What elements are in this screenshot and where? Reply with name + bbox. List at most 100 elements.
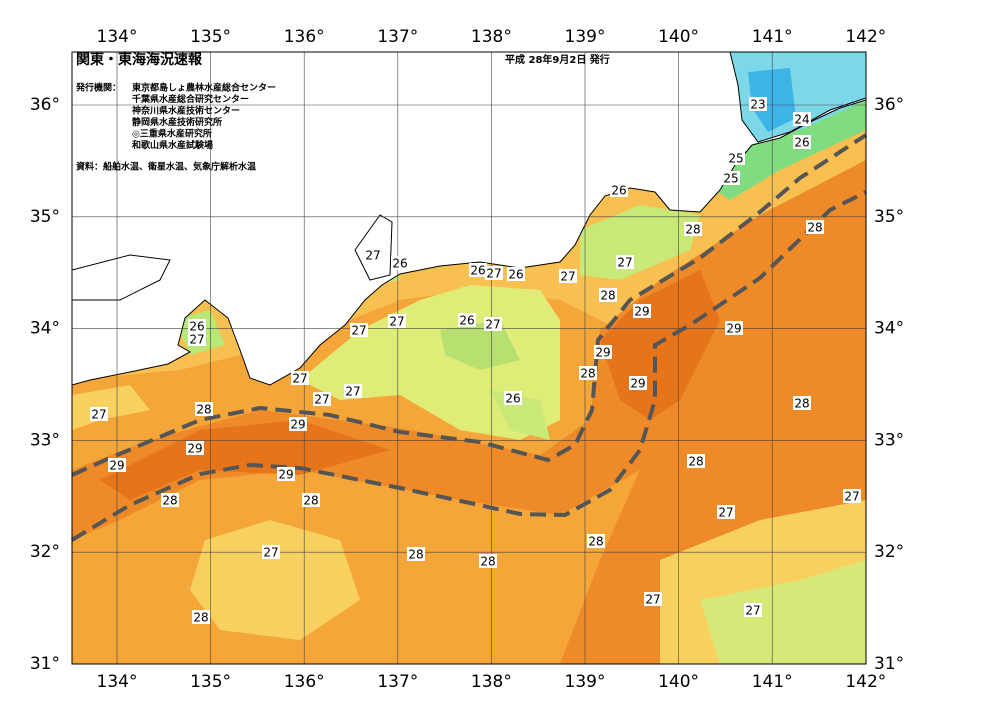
isotherm-label: 26 xyxy=(189,320,204,334)
isotherm-label: 27 xyxy=(645,593,660,607)
label-bg xyxy=(344,384,362,398)
isotherm-label: 28 xyxy=(685,223,700,237)
label-bg xyxy=(407,547,425,561)
label-bg xyxy=(388,314,406,328)
isotherm-label: 29 xyxy=(278,468,293,482)
isotherm-label: 26 xyxy=(505,392,520,406)
isotherm-label: 26 xyxy=(392,257,407,271)
isotherm-label: 27 xyxy=(844,490,859,504)
issuers-label: 発行機関： xyxy=(75,82,121,94)
issuer: 千葉県水産総合研究センター xyxy=(132,93,249,105)
lon-label: 142° xyxy=(845,27,886,47)
isotherm-label: 27 xyxy=(617,256,632,270)
label-bg xyxy=(843,489,861,503)
isotherm-label: 26 xyxy=(459,314,474,328)
peninsula xyxy=(354,214,393,281)
label-bg xyxy=(484,317,502,331)
label-bg xyxy=(302,493,320,507)
isotherm-label: 25 xyxy=(728,152,743,166)
isotherm-label: 29 xyxy=(630,377,645,391)
label-bg xyxy=(644,592,662,606)
label-bg xyxy=(594,345,612,359)
label-bg xyxy=(188,332,206,346)
isotherm-label: 25 xyxy=(723,172,738,186)
lat-label: 33° xyxy=(874,430,904,450)
frame xyxy=(71,51,867,665)
lon-label: 139° xyxy=(565,27,606,47)
lat-label: 32° xyxy=(874,542,904,562)
lon-label: 136° xyxy=(284,27,325,47)
isotherm-label: 27 xyxy=(189,333,204,347)
label-bg xyxy=(188,319,206,333)
label-bg xyxy=(504,391,522,405)
label-bg xyxy=(291,371,309,385)
lon-label: 140° xyxy=(658,672,699,692)
label-bg xyxy=(90,407,108,421)
isotherm-label: 27 xyxy=(345,385,360,399)
isotherm-label: 28 xyxy=(807,221,822,235)
isotherm-label: 29 xyxy=(726,322,741,336)
isotherm-label: 27 xyxy=(314,393,329,407)
label-bg xyxy=(717,505,735,519)
label-bg xyxy=(579,366,597,380)
isotherm-label: 27 xyxy=(365,249,380,263)
lat-label: 34° xyxy=(30,319,60,339)
isotherm-label: 27 xyxy=(389,315,404,329)
isotherm-label: 29 xyxy=(595,346,610,360)
isotherm-label: 24 xyxy=(794,113,809,127)
lon-label: 141° xyxy=(752,27,793,47)
lat-label: 35° xyxy=(874,207,904,227)
label-bg xyxy=(108,458,126,472)
isotherm-label: 28 xyxy=(408,548,423,562)
lat-label: 36° xyxy=(30,95,60,115)
label-bg xyxy=(727,151,745,165)
label-bg xyxy=(192,610,210,624)
label-bg xyxy=(479,554,497,568)
isotherm-label: 26 xyxy=(794,136,809,150)
label-bg xyxy=(722,171,740,185)
isotherm-label: 26 xyxy=(470,264,485,278)
isotherm-label: 28 xyxy=(480,555,495,569)
label-bg xyxy=(262,545,280,559)
isotherm-label: 29 xyxy=(290,418,305,432)
issuer: 静岡県水産技術研究所 xyxy=(132,116,222,128)
lon-label: 142° xyxy=(845,672,886,692)
isotherm-label: 28 xyxy=(600,289,615,303)
isotherm-label: 27 xyxy=(560,270,575,284)
lon-label: 135° xyxy=(190,27,231,47)
label-bg xyxy=(684,222,702,236)
label-bg xyxy=(161,493,179,507)
label-bg xyxy=(610,183,628,197)
label-bg xyxy=(629,376,647,390)
lat-label: 31° xyxy=(30,654,60,674)
label-bg xyxy=(633,304,651,318)
isotherm-label: 27 xyxy=(718,506,733,520)
label-bg xyxy=(458,313,476,327)
isotherm-label: 23 xyxy=(750,98,765,112)
issuer: 和歌山県水産試験場 xyxy=(131,139,213,151)
label-bg xyxy=(277,467,295,481)
isotherm-label: 27 xyxy=(351,324,366,338)
label-bg xyxy=(587,534,605,548)
lat-label: 31° xyxy=(874,654,904,674)
label-bg xyxy=(350,323,368,337)
isotherm-label: 27 xyxy=(485,318,500,332)
label-bg xyxy=(313,392,331,406)
kuroshio-axis xyxy=(70,190,867,542)
isotherm-label: 28 xyxy=(794,397,809,411)
isotherm-label: 27 xyxy=(263,546,278,560)
label-bg xyxy=(559,269,577,283)
isotherm-label: 28 xyxy=(588,535,603,549)
label-bg xyxy=(806,220,824,234)
lat-label: 36° xyxy=(874,95,904,115)
isotherm-label: 28 xyxy=(162,494,177,508)
lon-label: 141° xyxy=(752,672,793,692)
label-bg xyxy=(744,603,762,617)
date: 平成 28年9月2日 発行 xyxy=(505,53,610,66)
lon-label: 136° xyxy=(284,672,325,692)
kuroshio-axis xyxy=(71,133,868,477)
isotherm-label: 27 xyxy=(486,267,501,281)
lon-label: 135° xyxy=(190,672,231,692)
